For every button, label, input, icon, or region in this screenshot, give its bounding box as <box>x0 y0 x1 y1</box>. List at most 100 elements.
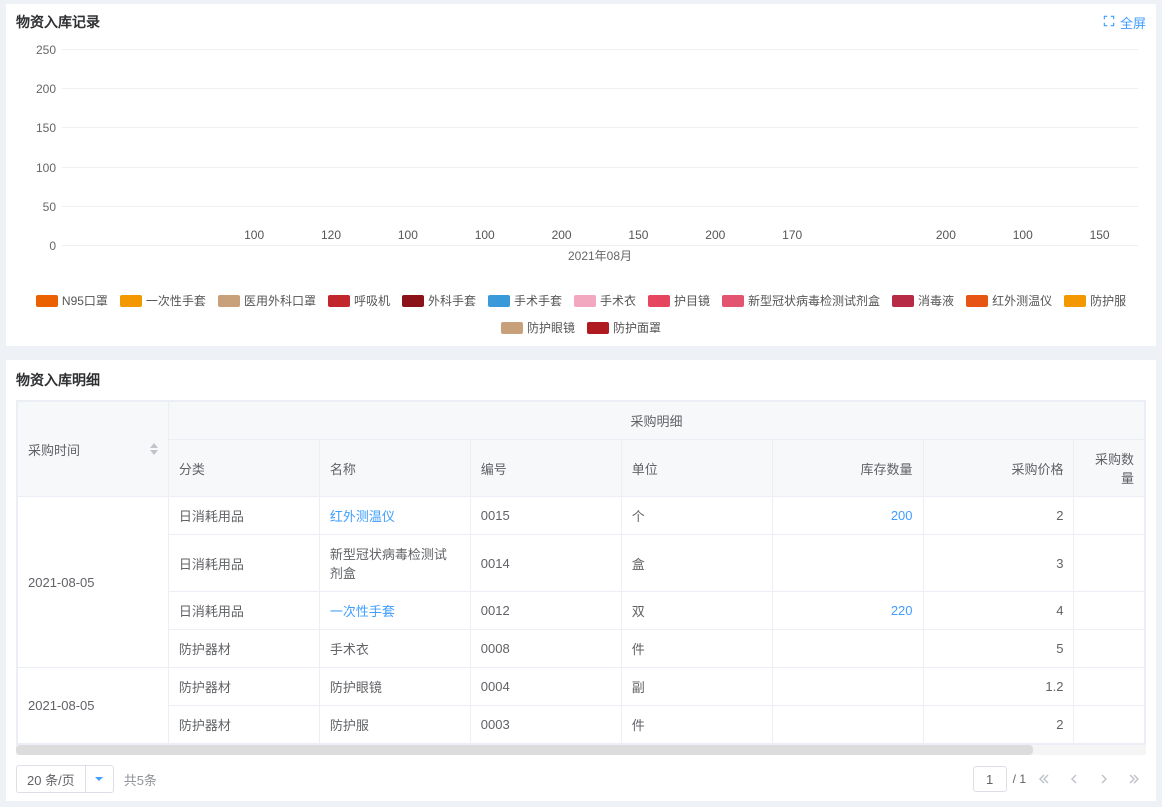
chart-legend: N95口罩 一次性手套 医用外科口罩 呼吸机外科手套手术手套手术衣 护目镜 新型冠状病毒检… <box>16 292 1146 336</box>
cell-name-link[interactable]: 一次性手套 <box>330 604 395 619</box>
bar-value-label: 200 <box>705 228 725 242</box>
legend-label: 医用外科口罩 <box>244 292 316 309</box>
legend-swatch <box>648 295 670 307</box>
cell-price: 1.2 <box>923 668 1074 706</box>
legend-swatch <box>36 295 58 307</box>
cell-stock: 200 <box>772 497 923 535</box>
th-qty: 采购数量 <box>1074 440 1145 497</box>
th-category: 分类 <box>168 440 319 497</box>
page-last-button[interactable] <box>1122 767 1146 791</box>
chart-x-label: 2021年08月 <box>62 247 1138 264</box>
cell-unit: 盒 <box>621 535 772 592</box>
y-tick: 200 <box>36 82 56 96</box>
cell-name: 新型冠状病毒检测试剂盒 <box>319 535 470 592</box>
legend-item[interactable]: 呼吸机 <box>328 292 390 309</box>
legend-swatch <box>328 295 350 307</box>
th-time[interactable]: 采购时间 <box>18 402 169 497</box>
table-row: 防护器材防护服0003件2 <box>18 706 1145 744</box>
chart-panel-title: 物资入库记录 <box>16 12 100 32</box>
legend-item[interactable]: 医用外科口罩 <box>218 292 316 309</box>
legend-label: 消毒液 <box>918 292 954 309</box>
th-name: 名称 <box>319 440 470 497</box>
page-prev-button[interactable] <box>1062 767 1086 791</box>
cell-stock-link[interactable]: 200 <box>891 508 913 523</box>
legend-label: 呼吸机 <box>354 292 390 309</box>
th-price: 采购价格 <box>923 440 1074 497</box>
legend-item[interactable]: 手术手套 <box>488 292 562 309</box>
legend-label: 防护面罩 <box>613 319 661 336</box>
cell-stock-link[interactable]: 220 <box>891 603 913 618</box>
legend-item[interactable]: 护目镜 <box>648 292 710 309</box>
table-row: 2021-08-05防护器材防护眼镜0004副1.2 <box>18 668 1145 706</box>
legend-item[interactable]: 防护服 <box>1064 292 1126 309</box>
chart-y-axis: 050100150200250 <box>16 42 62 246</box>
cell-unit: 个 <box>621 497 772 535</box>
cell-time: 2021-08-05 <box>18 668 169 744</box>
detail-table-wrap: 采购时间 采购明细 分类 名称 编号 单位 库存数量 采购价格 采购数量 202… <box>16 400 1146 745</box>
legend-item[interactable]: 新型冠状病毒检测试剂盒 <box>722 292 880 309</box>
cell-name: 红外测温仪 <box>319 497 470 535</box>
cell-stock <box>772 630 923 668</box>
y-tick: 50 <box>43 200 56 214</box>
chevron-down-icon <box>85 766 113 792</box>
cell-name-link[interactable]: 红外测温仪 <box>330 509 395 524</box>
bar-value-label: 100 <box>398 228 418 242</box>
page-input[interactable] <box>973 766 1007 792</box>
legend-item[interactable]: 防护眼镜 <box>501 319 575 336</box>
cell-category: 日消耗用品 <box>168 497 319 535</box>
legend-item[interactable]: 消毒液 <box>892 292 954 309</box>
table-row: 日消耗用品新型冠状病毒检测试剂盒0014盒3 <box>18 535 1145 592</box>
legend-item[interactable]: 红外测温仪 <box>966 292 1052 309</box>
legend-label: 红外测温仪 <box>992 292 1052 309</box>
chart-panel: 物资入库记录 全屏 050100150200250 10012010010020… <box>6 4 1156 346</box>
legend-item[interactable]: 手术衣 <box>574 292 636 309</box>
fullscreen-button[interactable]: 全屏 <box>1102 13 1146 32</box>
page-size-select[interactable]: 20 条/页 <box>16 765 114 793</box>
legend-item[interactable]: N95口罩 <box>36 292 108 309</box>
legend-label: 新型冠状病毒检测试剂盒 <box>748 292 880 309</box>
legend-swatch <box>120 295 142 307</box>
legend-swatch <box>501 322 523 334</box>
bar-value-label: 100 <box>475 228 495 242</box>
bar-value-label: 200 <box>936 228 956 242</box>
cell-stock: 220 <box>772 592 923 630</box>
cell-unit: 副 <box>621 668 772 706</box>
cell-qty <box>1074 535 1145 592</box>
th-detail-group: 采购明细 <box>168 402 1144 440</box>
page-total-pages: / 1 <box>1013 772 1026 786</box>
legend-swatch <box>402 295 424 307</box>
legend-swatch <box>966 295 988 307</box>
fullscreen-label: 全屏 <box>1120 13 1146 32</box>
cell-price: 4 <box>923 592 1074 630</box>
cell-name: 防护服 <box>319 706 470 744</box>
y-tick: 100 <box>36 161 56 175</box>
detail-table: 采购时间 采购明细 分类 名称 编号 单位 库存数量 采购价格 采购数量 202… <box>17 401 1145 744</box>
cell-unit: 件 <box>621 706 772 744</box>
chart: 050100150200250 100120100100200150200170… <box>16 38 1146 286</box>
legend-label: 防护眼镜 <box>527 319 575 336</box>
legend-swatch <box>218 295 240 307</box>
bar-value-label: 150 <box>628 228 648 242</box>
cell-category: 日消耗用品 <box>168 592 319 630</box>
sort-icon <box>150 443 158 455</box>
legend-label: 一次性手套 <box>146 292 206 309</box>
page-next-button[interactable] <box>1092 767 1116 791</box>
cell-stock <box>772 668 923 706</box>
fullscreen-icon <box>1102 14 1116 31</box>
legend-label: N95口罩 <box>62 292 108 309</box>
cell-unit: 双 <box>621 592 772 630</box>
cell-name: 一次性手套 <box>319 592 470 630</box>
legend-item[interactable]: 外科手套 <box>402 292 476 309</box>
horizontal-scrollbar[interactable] <box>16 745 1146 755</box>
page-total-label: 共5条 <box>124 770 157 789</box>
page-first-button[interactable] <box>1032 767 1056 791</box>
cell-qty <box>1074 706 1145 744</box>
bar-value-label: 100 <box>244 228 264 242</box>
legend-item[interactable]: 防护面罩 <box>587 319 661 336</box>
bar-value-label: 200 <box>552 228 572 242</box>
cell-price: 2 <box>923 706 1074 744</box>
legend-label: 护目镜 <box>674 292 710 309</box>
legend-item[interactable]: 一次性手套 <box>120 292 206 309</box>
bar-value-label: 150 <box>1090 228 1110 242</box>
pagination: 20 条/页 共5条 / 1 <box>16 765 1146 793</box>
